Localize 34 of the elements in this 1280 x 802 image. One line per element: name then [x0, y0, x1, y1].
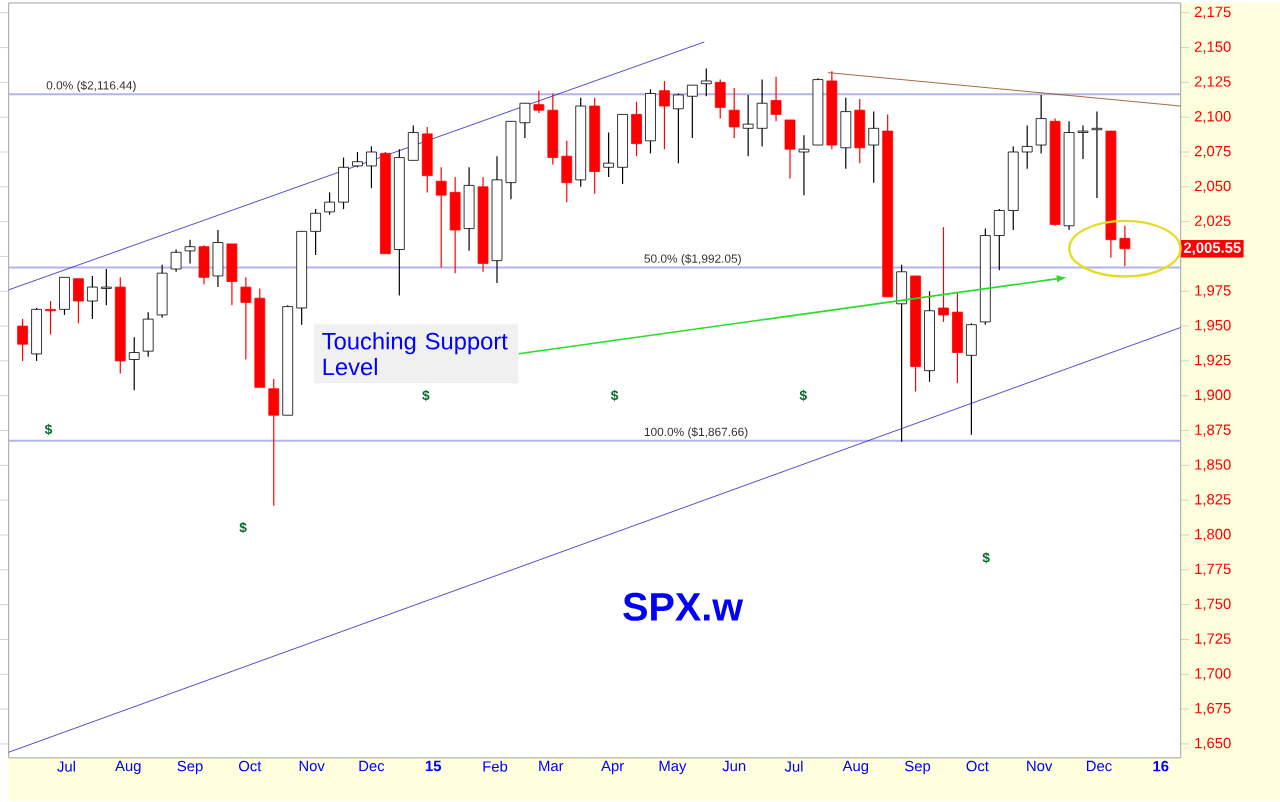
- candlestick: [17, 318, 28, 362]
- candlestick: [212, 229, 224, 288]
- candlestick: [798, 134, 810, 196]
- candlestick: [142, 311, 154, 358]
- candlestick: [728, 87, 740, 139]
- candlestick: [45, 300, 56, 336]
- candlestick: [421, 126, 433, 194]
- candlestick: [268, 378, 280, 507]
- candlestick: [868, 111, 880, 184]
- text: SPX.w: [623, 593, 744, 622]
- candlestick: [59, 276, 70, 316]
- candlestick: [770, 76, 782, 123]
- candlestick: [784, 119, 796, 180]
- candlestick: [463, 166, 475, 252]
- candlestick: [1035, 94, 1047, 155]
- candlestick: [700, 68, 712, 98]
- candlestick: [73, 278, 84, 325]
- candlestick: [854, 98, 866, 164]
- candlestick: [226, 243, 238, 307]
- candlestick: [156, 264, 168, 319]
- annotation: Touching Support Level: [322, 332, 508, 376]
- candlestick: [714, 79, 726, 120]
- candlestick: [128, 336, 140, 391]
- candlestick: [1091, 111, 1103, 199]
- candlestick: [170, 249, 182, 273]
- candlestick: [184, 239, 196, 265]
- candlestick: [631, 101, 642, 157]
- candlestick: [31, 307, 42, 362]
- candlestick: [659, 80, 670, 151]
- candlestick: [645, 88, 656, 155]
- candlestick: [198, 244, 210, 286]
- candlestick: [840, 97, 852, 170]
- candlestick: [896, 264, 907, 443]
- candlestick: [966, 322, 977, 436]
